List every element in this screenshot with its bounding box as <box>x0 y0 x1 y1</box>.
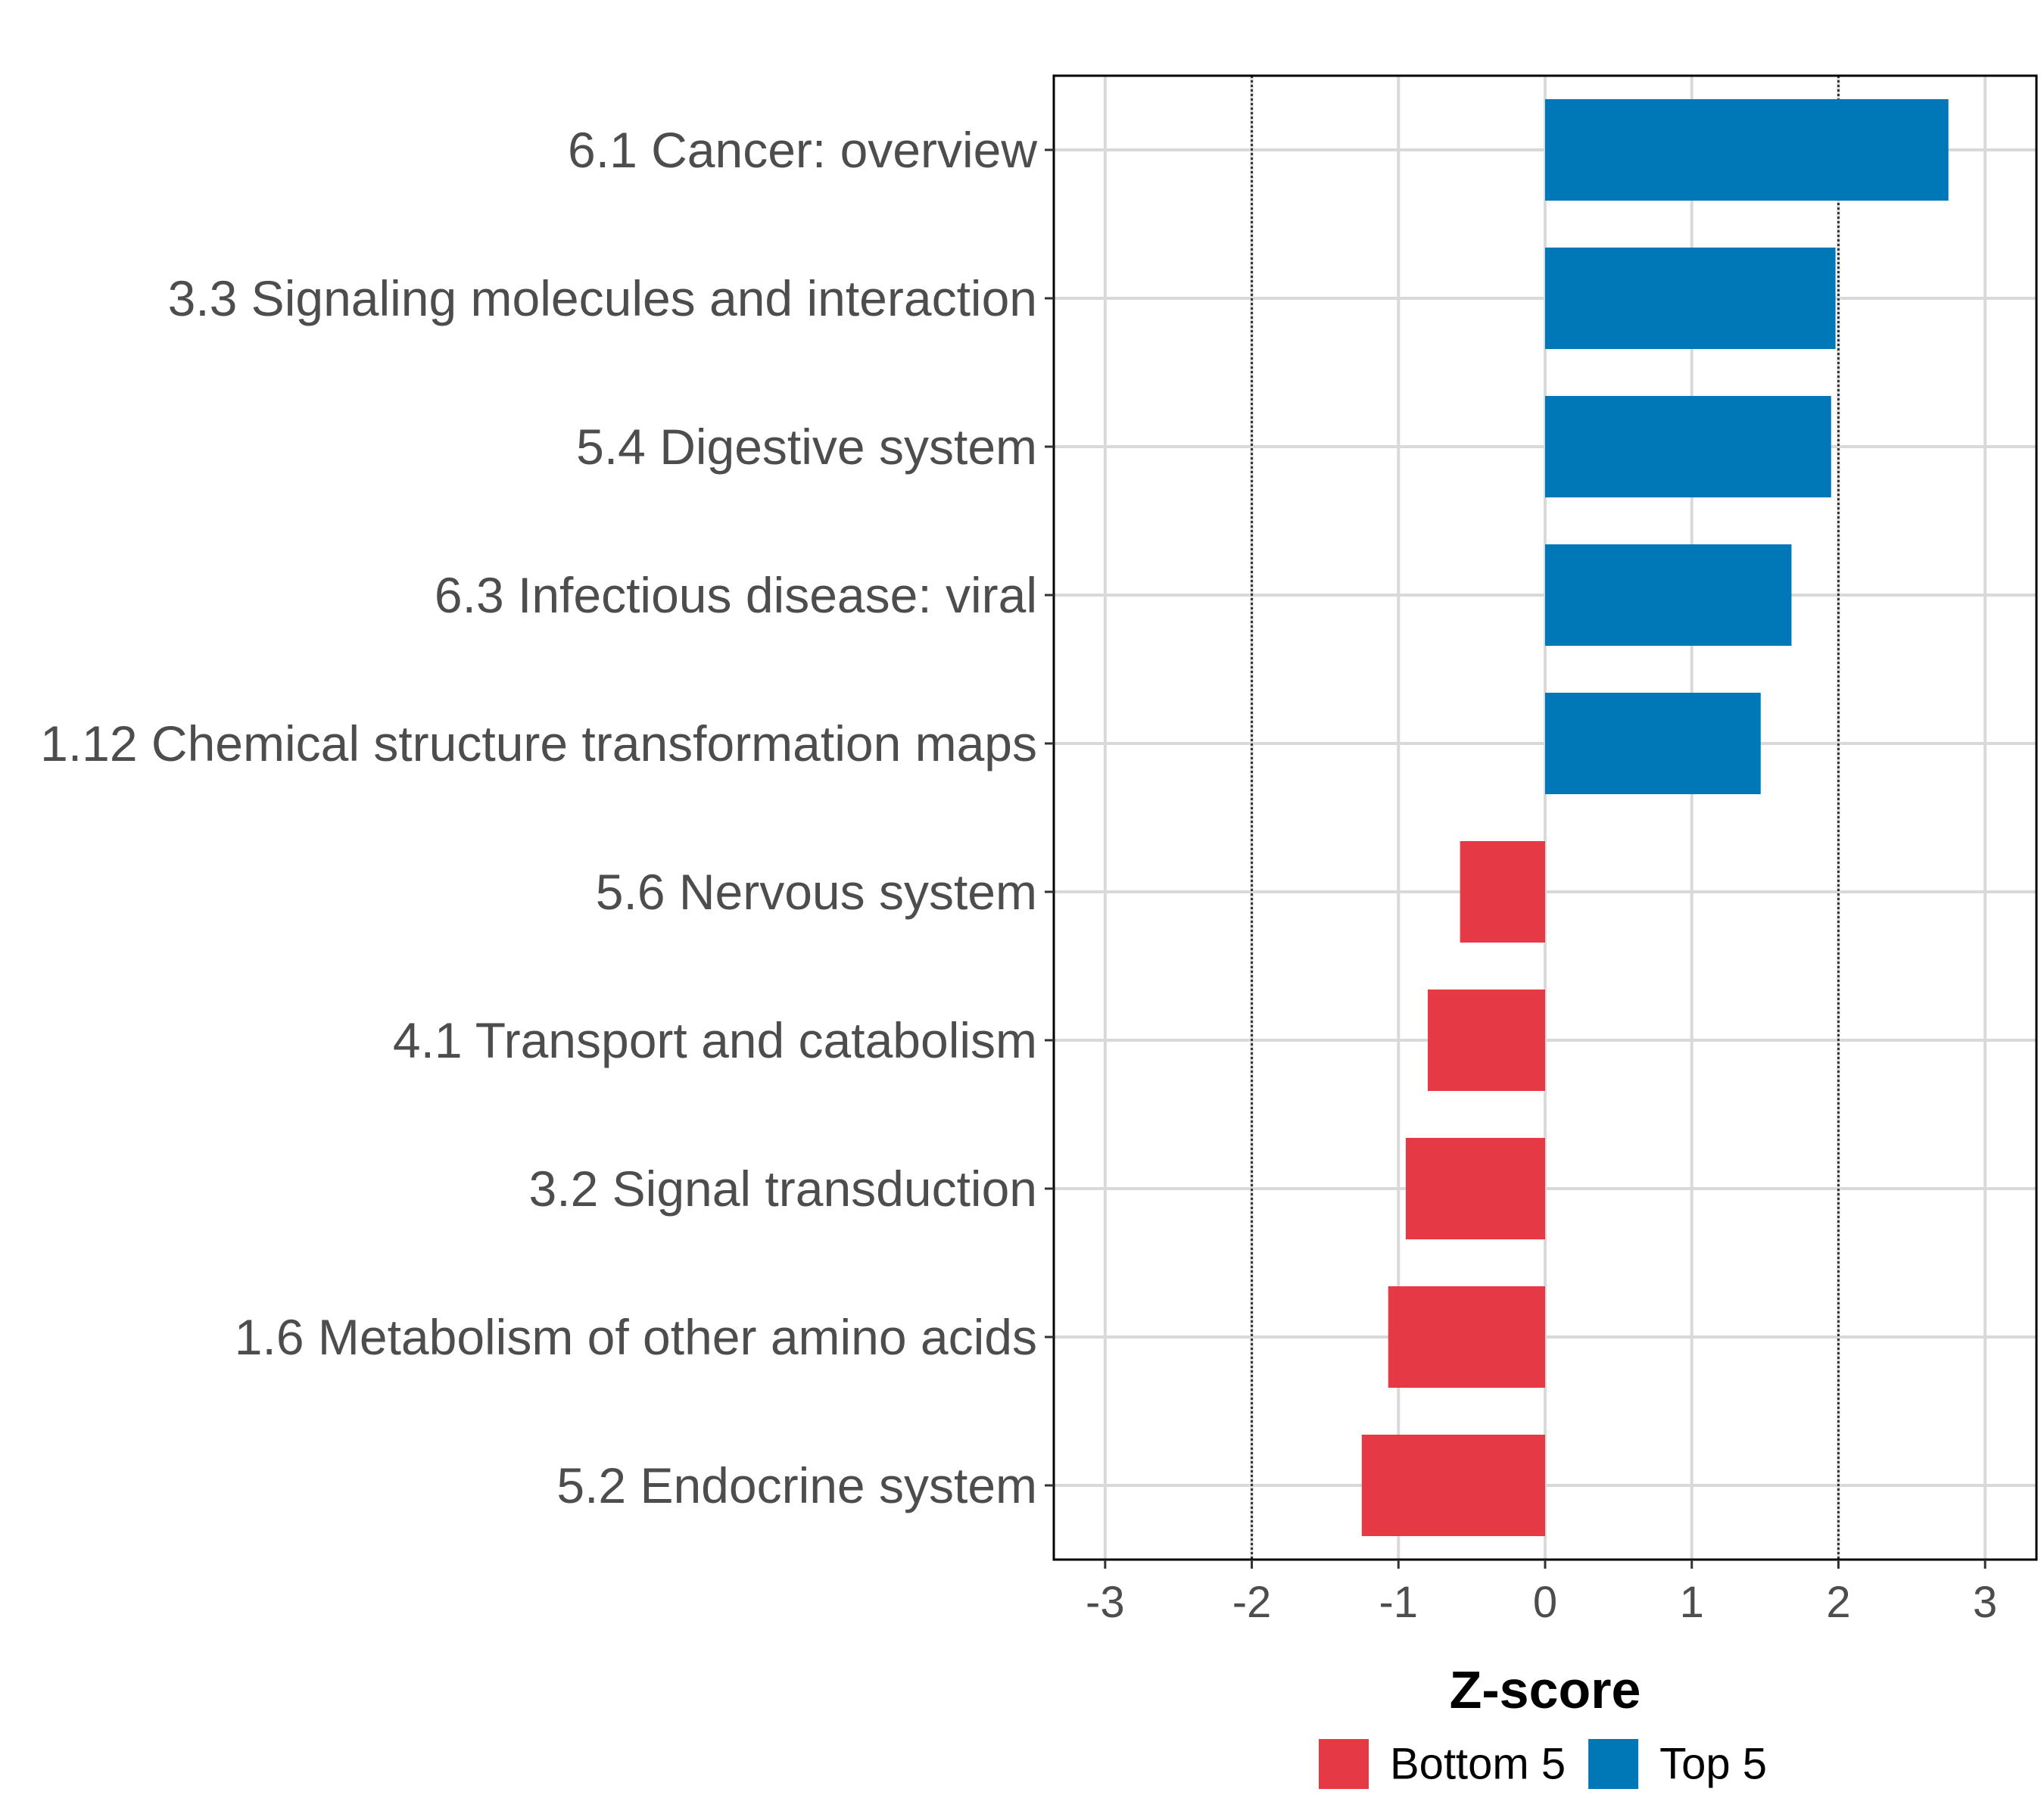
legend-label: Top 5 <box>1659 1740 1767 1789</box>
x-axis-title: Z-score <box>1450 1660 1641 1719</box>
bar <box>1545 99 1949 201</box>
y-tick-label: 6.3 Infectious disease: viral <box>435 567 1037 623</box>
bar <box>1405 1138 1545 1239</box>
bar <box>1460 841 1545 943</box>
bar <box>1545 248 1836 349</box>
y-tick-label: 5.4 Digestive system <box>576 419 1037 475</box>
bar <box>1545 396 1831 497</box>
x-tick-label: -3 <box>1086 1578 1125 1627</box>
x-tick-label: 0 <box>1533 1578 1557 1627</box>
legend-swatch <box>1319 1739 1369 1789</box>
x-tick-label: 1 <box>1680 1578 1704 1627</box>
bar <box>1361 1435 1545 1536</box>
reference-lines <box>1251 76 1840 1560</box>
y-tick-label: 3.3 Signaling molecules and interaction <box>168 270 1037 326</box>
y-tick-label: 4.1 Transport and catabolism <box>393 1012 1037 1068</box>
y-tick-label: 1.12 Chemical structure transformation m… <box>40 715 1037 771</box>
x-tick-label: 3 <box>1973 1578 1997 1627</box>
bar <box>1545 544 1792 646</box>
legend-label: Bottom 5 <box>1390 1740 1566 1789</box>
y-tick-label: 5.2 Endocrine system <box>556 1457 1037 1513</box>
x-axis-ticks: -3 -2 -1 0 1 2 3 <box>1086 1560 1997 1627</box>
x-tick-label: -2 <box>1232 1578 1272 1627</box>
legend-swatch <box>1588 1739 1639 1789</box>
bar <box>1388 1286 1545 1388</box>
x-tick-label: 2 <box>1826 1578 1850 1627</box>
y-tick-label: 1.6 Metabolism of other amino acids <box>235 1309 1037 1365</box>
x-tick-label: -1 <box>1379 1578 1418 1627</box>
y-tick-label: 3.2 Signal transduction <box>529 1161 1037 1217</box>
bars <box>1361 99 1949 1536</box>
bar <box>1545 693 1761 794</box>
y-tick-label: 6.1 Cancer: overview <box>568 122 1037 178</box>
y-axis-ticks: 6.1 Cancer: overview 3.3 Signaling molecu… <box>40 122 1054 1513</box>
bar <box>1428 990 1545 1091</box>
y-tick-label: 5.6 Nervous system <box>596 864 1037 920</box>
legend: Bottom 5 Top 5 <box>1319 1739 1767 1789</box>
